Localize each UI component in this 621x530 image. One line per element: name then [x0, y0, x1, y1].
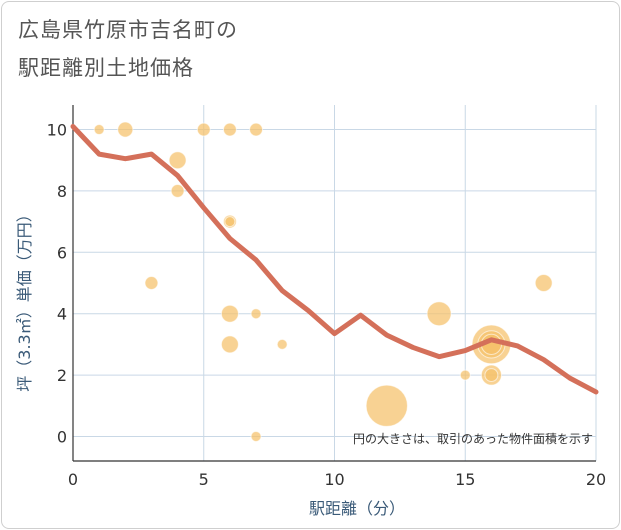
trend-line — [70, 123, 599, 395]
bubble-point — [365, 384, 408, 427]
x-tick-label: 15 — [455, 470, 475, 489]
chart-title-line2: 駅距離別土地価格 — [18, 56, 194, 80]
x-tick-label: 5 — [199, 470, 209, 489]
bubble-point — [459, 369, 471, 381]
bubble-point — [117, 121, 134, 138]
y-tick-label: 8 — [57, 182, 67, 201]
y-tick-label: 0 — [57, 427, 67, 446]
bubble-point — [93, 124, 105, 136]
bubble-point — [276, 338, 288, 350]
y-tick-label: 2 — [57, 366, 67, 385]
x-axis-label: 駅距離（分） — [309, 499, 405, 518]
bubble-point — [224, 216, 236, 228]
x-tick-label: 10 — [324, 470, 344, 489]
bubble-point — [250, 308, 262, 320]
y-tick-label: 4 — [57, 305, 67, 324]
bubble-point — [222, 122, 237, 137]
bubble-point — [534, 274, 553, 292]
grid — [72, 105, 597, 462]
bubble-point — [170, 183, 185, 198]
bubble-point — [168, 151, 187, 170]
x-tick-label: 0 — [68, 470, 78, 489]
bubble-point — [196, 122, 211, 137]
bubble-point — [144, 276, 159, 290]
trend-line-group — [70, 123, 599, 395]
y-tick-label: 6 — [57, 243, 67, 262]
ticks: 0 5 10 15 20 0 2 4 6 8 10 — [47, 121, 607, 489]
bubble-point — [220, 335, 239, 354]
bubbles — [93, 121, 553, 442]
y-tick-label: 10 — [47, 121, 67, 140]
bubble-point — [484, 368, 499, 383]
bubble-point — [426, 301, 452, 327]
bubble-point — [249, 122, 263, 137]
y-axis-label: 坪（3.3㎡）単価（万円） — [15, 206, 34, 391]
size-note: 円の大きさは、取引のあった物件面積を示す — [353, 431, 593, 446]
bubble-point — [220, 304, 239, 323]
x-tick-label: 20 — [586, 470, 606, 489]
bubble-point — [250, 430, 262, 442]
chart-title-line1: 広島県竹原市吉名町の — [18, 18, 238, 42]
